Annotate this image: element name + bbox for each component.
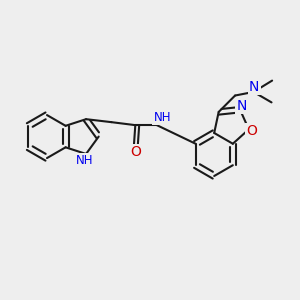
Text: N: N xyxy=(249,80,260,94)
Text: O: O xyxy=(246,124,257,138)
Text: O: O xyxy=(130,145,141,159)
Text: NH: NH xyxy=(153,111,171,124)
Text: N: N xyxy=(236,99,247,113)
Text: NH: NH xyxy=(76,154,93,167)
